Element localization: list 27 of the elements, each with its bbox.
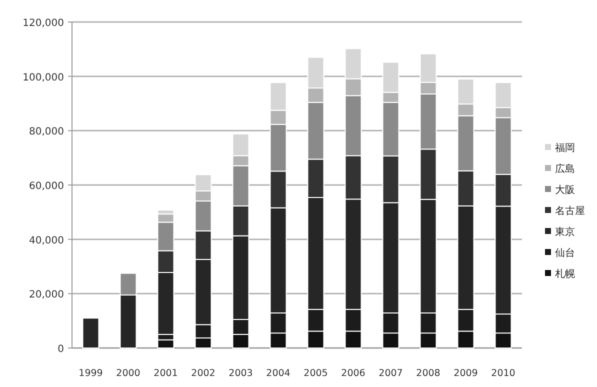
legend-label: 広島 xyxy=(555,163,575,175)
x-tick-label: 2010 xyxy=(491,368,516,379)
x-tick-label: 2004 xyxy=(266,368,290,379)
bar xyxy=(82,318,100,348)
x-tick-label: 2005 xyxy=(304,368,328,379)
legend-label: 福岡 xyxy=(555,142,575,154)
legend-label: 札幌 xyxy=(555,268,575,280)
legend-label: 大阪 xyxy=(555,184,575,196)
legend-label: 東京 xyxy=(555,226,575,238)
x-tick-label: 2003 xyxy=(228,368,253,379)
x-tick-label: 2008 xyxy=(416,368,440,379)
x-tick-label: 2009 xyxy=(454,368,478,379)
x-tick-label: 2006 xyxy=(341,368,366,379)
x-tick-label: 2001 xyxy=(154,368,178,379)
y-tick-label: 0 xyxy=(58,344,64,355)
x-tick-label: 2007 xyxy=(378,368,403,379)
y-tick-label: 40,000 xyxy=(29,235,64,246)
y-tick-label: 100,000 xyxy=(22,72,64,84)
x-tick-label: 1999 xyxy=(78,368,103,379)
x-tick-label: 2002 xyxy=(191,368,216,379)
x-tick-label: 2000 xyxy=(116,368,140,379)
y-tick-label: 60,000 xyxy=(29,181,64,192)
y-tick-label: 80,000 xyxy=(29,126,64,138)
y-tick-label: 120,000 xyxy=(22,18,64,29)
legend-label: 名古屋 xyxy=(555,205,585,217)
y-tick-label: 20,000 xyxy=(29,290,64,301)
legend-label: 仙台 xyxy=(555,247,575,259)
